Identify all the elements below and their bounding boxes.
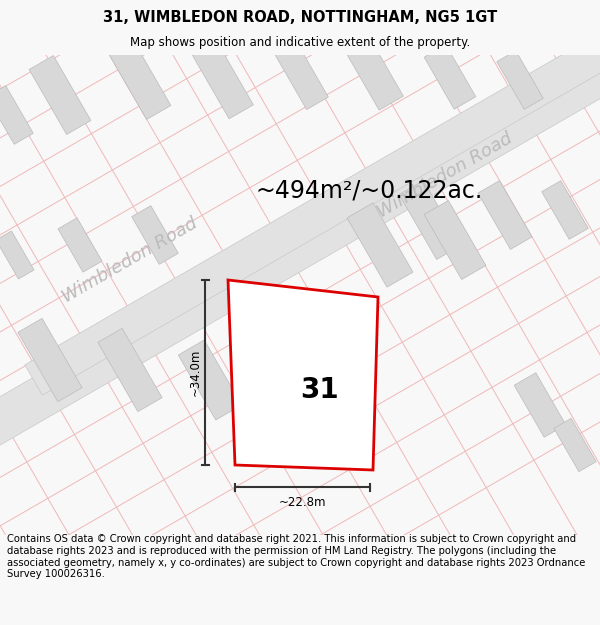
Polygon shape (424, 45, 476, 109)
Polygon shape (252, 290, 360, 375)
Text: ~34.0m: ~34.0m (188, 349, 202, 396)
Polygon shape (347, 203, 413, 287)
Text: ~22.8m: ~22.8m (279, 496, 326, 509)
Polygon shape (18, 318, 82, 402)
Polygon shape (514, 372, 566, 438)
Polygon shape (58, 218, 102, 272)
Text: 31: 31 (301, 376, 340, 404)
Polygon shape (399, 181, 461, 259)
Polygon shape (0, 231, 34, 279)
Polygon shape (187, 31, 253, 119)
Polygon shape (497, 51, 543, 109)
Polygon shape (0, 86, 33, 144)
Polygon shape (542, 181, 588, 239)
Text: 31, WIMBLEDON ROAD, NOTTINGHAM, NG5 1GT: 31, WIMBLEDON ROAD, NOTTINGHAM, NG5 1GT (103, 10, 497, 25)
Polygon shape (554, 418, 596, 472)
Polygon shape (98, 328, 162, 412)
Polygon shape (0, 47, 600, 483)
Polygon shape (272, 36, 328, 109)
Text: Wimbledon Road: Wimbledon Road (374, 129, 516, 221)
Polygon shape (29, 56, 91, 134)
Polygon shape (228, 280, 378, 470)
Text: ~494m²/~0.122ac.: ~494m²/~0.122ac. (255, 178, 482, 202)
Polygon shape (347, 40, 403, 110)
Polygon shape (109, 41, 171, 119)
Text: Wimbledon Road: Wimbledon Road (59, 214, 201, 306)
Text: Map shows position and indicative extent of the property.: Map shows position and indicative extent… (130, 36, 470, 49)
Polygon shape (478, 181, 532, 249)
Polygon shape (424, 201, 486, 279)
Polygon shape (25, 0, 600, 395)
Text: Contains OS data © Crown copyright and database right 2021. This information is : Contains OS data © Crown copyright and d… (7, 534, 586, 579)
Polygon shape (132, 206, 178, 264)
Polygon shape (178, 340, 242, 420)
